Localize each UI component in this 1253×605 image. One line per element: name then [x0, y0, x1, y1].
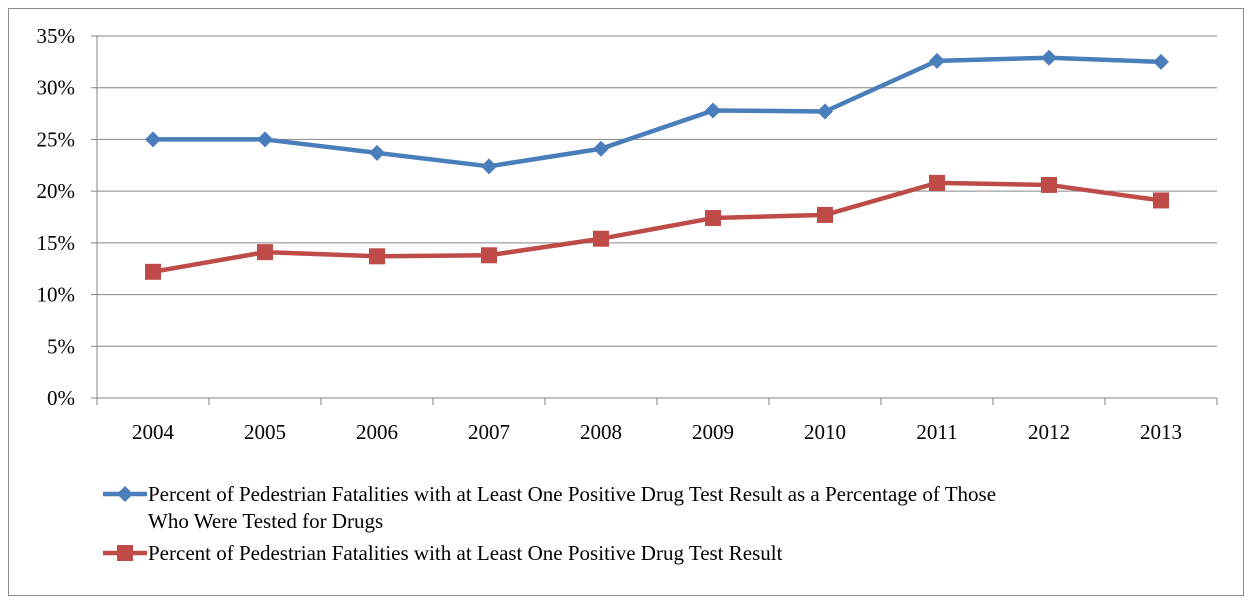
series-line-1: [150, 55, 1164, 169]
data-point-series-2: [257, 244, 273, 261]
x-tick-label: 2008: [580, 420, 622, 444]
legend-label-series-2: Percent of Pedestrian Fatalities with at…: [148, 541, 783, 565]
axes: 0% 5% 10% 15% 20% 25% 30% 35% 2004 2005 2006 2007 20…: [37, 24, 1218, 444]
data-point-series-1: [929, 52, 945, 69]
data-point-series-1: [1041, 49, 1057, 66]
legend-label-series-1-line-2: Who Were Tested for Drugs: [148, 509, 384, 533]
data-point-series-2: [369, 248, 385, 265]
x-tick-label: 2010: [804, 420, 846, 444]
data-point-series-2: [481, 247, 497, 264]
data-point-series-1: [593, 140, 609, 157]
x-tick-label: 2005: [244, 420, 286, 444]
data-point-series-2: [1041, 176, 1057, 193]
x-tick-label: 2013: [1140, 420, 1182, 444]
data-point-series-2: [145, 263, 161, 280]
data-point-series-1: [369, 144, 385, 161]
y-tick-label: 20%: [37, 179, 76, 203]
data-point-series-1: [257, 131, 273, 148]
y-tick-label: 10%: [37, 283, 76, 307]
y-tick-label: 15%: [37, 231, 76, 255]
x-tick-label: 2004: [132, 420, 175, 444]
data-point-series-1: [481, 158, 497, 175]
legend-marker-series-1: [117, 486, 133, 502]
data-point-series-2: [817, 206, 833, 223]
data-point-series-2: [1153, 192, 1169, 209]
data-point-series-2: [705, 210, 721, 227]
legend-label-series-1-line-1: Percent of Pedestrian Fatalities with at…: [148, 482, 997, 506]
x-tick-label: 2009: [692, 420, 734, 444]
legend-marker-series-2: [117, 545, 133, 561]
data-point-series-2: [593, 230, 609, 247]
data-point-series-1: [705, 102, 721, 119]
data-point-series-1: [1153, 53, 1169, 70]
y-tick-label: 35%: [37, 24, 76, 48]
series-line-2: [150, 180, 1164, 275]
data-point-series-2: [929, 174, 945, 191]
data-point-series-1: [145, 131, 161, 148]
y-tick-label: 30%: [37, 76, 76, 100]
y-tick-label: 5%: [47, 334, 75, 358]
x-tick-label: 2012: [1028, 420, 1070, 444]
x-tick-label: 2011: [916, 420, 957, 444]
x-tick-label: 2006: [356, 420, 398, 444]
legend-markers: [103, 486, 147, 561]
series-lines: [145, 49, 1169, 280]
data-point-series-1: [817, 103, 833, 120]
x-tick-label: 2007: [468, 420, 510, 444]
y-tick-label: 0%: [47, 386, 75, 410]
chart-frame: [8, 8, 1244, 596]
y-tick-label: 25%: [37, 127, 76, 151]
